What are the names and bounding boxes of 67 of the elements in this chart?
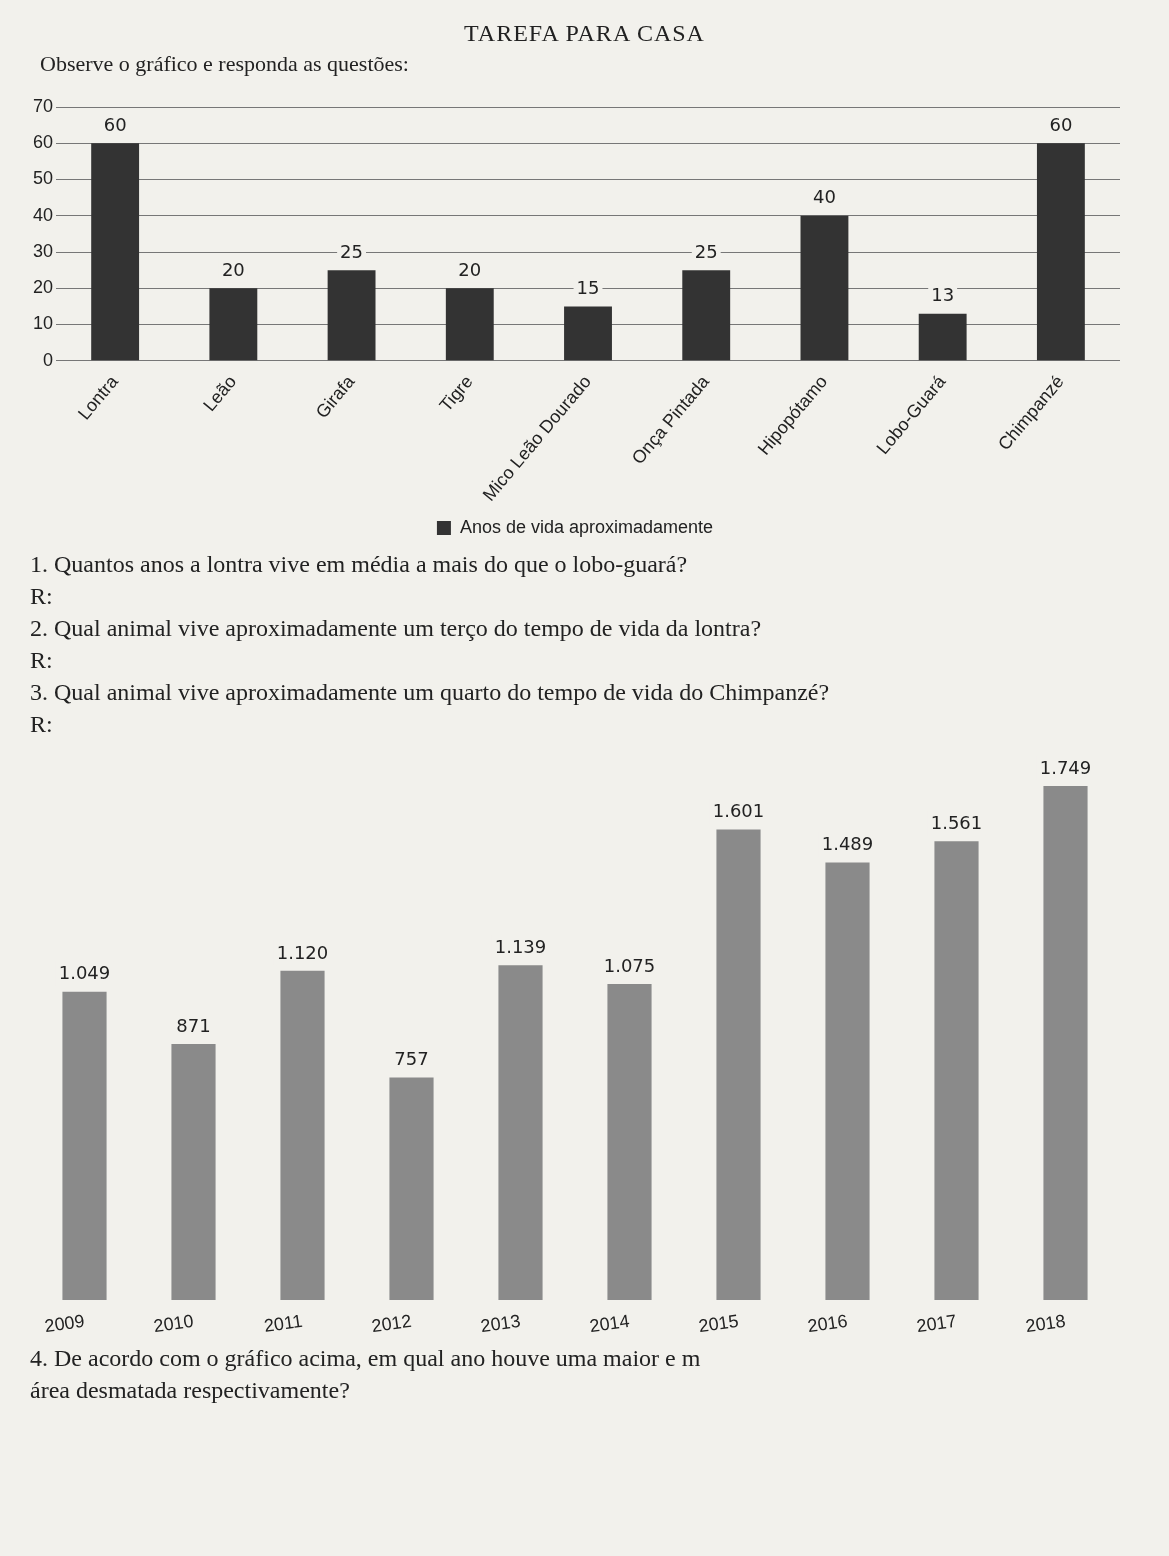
x-tick-label: 2014 [588,1310,631,1337]
bar [918,313,967,361]
x-tick-label: 2017 [915,1310,958,1337]
text: R: [30,710,54,739]
data-label: 1.049 [58,962,111,984]
y-tick-label: 10 [32,313,54,334]
bar [280,970,325,1301]
text: área desmatada respectivamente? [30,1376,351,1405]
bar [1036,143,1085,361]
bar [209,288,258,361]
data-label: 1.075 [603,954,656,976]
text: R: [30,646,54,675]
bar [327,270,376,361]
data-label: 1.489 [821,833,874,855]
text: 3. Qual animal vive aproximadamente um quarto do tempo de vida do Chimpanzé? [30,678,831,707]
y-tick-label: 50 [32,168,54,189]
y-tick-label: 70 [32,95,54,116]
bar [445,288,494,361]
data-label: 20 [458,258,482,280]
y-tick-label: 30 [32,240,54,261]
text: R: [30,582,54,611]
text: 1. Quantos anos a lontra vive em média a mais do que o lobo-guará? [30,550,689,579]
bar [564,306,612,361]
y-tick-label: 40 [32,204,54,225]
bar [682,270,731,361]
bar [1043,785,1088,1301]
chart-title: TAREFA PARA CASA [463,20,706,47]
data-label: 60 [103,113,127,135]
data-label: 757 [394,1048,429,1070]
bar [607,984,652,1301]
chart-subtitle: Observe o gráfico e responda as questões: [40,51,410,77]
y-tick-label: 60 [32,132,54,153]
text: 2. Qual animal vive aproximadamente um terço do tempo de vida da lontra? [30,614,763,643]
data-label: 1.561 [930,811,983,833]
text: 4. De acordo com o gráfico acima, em qual ano houve uma maior e m [30,1344,702,1373]
y-tick-label: 20 [32,277,54,298]
bar [716,829,761,1301]
data-label: 40 [813,186,836,208]
bar [389,1077,434,1301]
x-tick-label: 2018 [1024,1310,1067,1337]
data-label: 1.139 [494,935,547,957]
x-tick-label: 2010 [152,1310,195,1337]
data-label: 1.120 [276,941,329,963]
bar [800,215,849,361]
data-label: 1.601 [712,800,765,822]
bar [934,841,979,1301]
x-tick-label: 2012 [370,1310,413,1337]
data-label: 871 [176,1014,211,1036]
data-label: 60 [1049,113,1073,135]
bar [498,965,543,1301]
legend-label: Anos de vida aproximadamente [459,516,714,537]
bar [91,143,140,361]
y-tick-label: 0 [43,349,54,370]
x-tick-label: 2009 [43,1310,86,1337]
x-tick-label: 2016 [806,1310,849,1337]
x-tick-label: 2015 [697,1310,740,1337]
data-label: 1.749 [1039,756,1092,778]
x-tick-label: 2013 [479,1310,522,1337]
x-tick-label: 2011 [262,1310,304,1336]
data-label: 25 [340,240,364,262]
data-label: 13 [931,284,955,306]
bar [171,1044,216,1301]
data-label: 15 [576,277,600,299]
data-label: 20 [221,258,245,280]
bar [825,862,870,1301]
data-label: 25 [694,240,718,262]
bar [62,991,107,1301]
